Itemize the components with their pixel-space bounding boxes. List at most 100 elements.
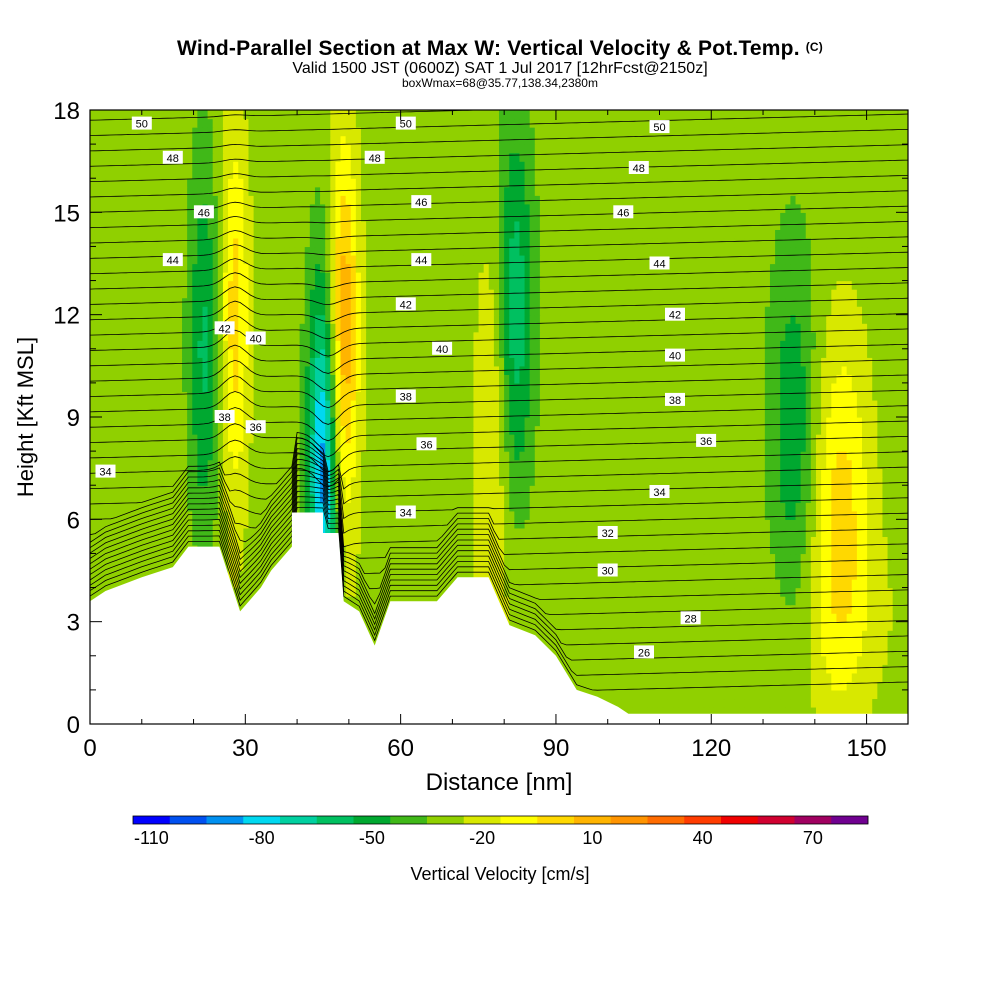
velocity-cell [585,493,592,503]
velocity-cell [381,561,388,572]
velocity-cell [539,493,546,503]
velocity-cell [580,476,587,486]
velocity-cell [631,689,638,700]
velocity-cell [565,510,572,520]
velocity-cell [677,681,684,691]
velocity-cell [529,468,536,478]
velocity-cell [437,536,444,546]
velocity-cell [872,596,878,606]
velocity-cell [228,485,234,495]
velocity-cell [749,476,756,486]
velocity-cell [647,459,653,469]
velocity-cell [105,570,112,580]
velocity-cell [713,502,720,512]
velocity-cell [764,672,771,682]
velocity-cell [545,587,551,597]
velocity-cell [892,698,899,708]
velocity-cell [867,672,873,682]
velocity-cell [279,502,285,512]
velocity-cell [734,536,740,546]
velocity-cell [233,519,239,529]
velocity-cell [243,485,250,495]
velocity-cell [637,519,643,529]
velocity-cell [667,570,674,580]
velocity-cell [851,587,858,597]
velocity-cell [821,519,827,529]
velocity-cell [861,544,868,555]
velocity-cell [570,510,577,520]
velocity-cell [248,579,255,589]
velocity-cell [744,544,751,555]
velocity-cell [422,570,429,580]
velocity-cell [688,536,694,546]
velocity-cell [677,519,684,529]
velocity-cell [846,527,853,537]
velocity-cell [877,681,884,691]
velocity-cell [769,527,776,537]
velocity-cell [125,544,132,555]
velocity-cell [217,476,224,486]
velocity-cell [621,579,628,589]
velocity-cell [754,485,761,495]
velocity-cell [637,604,643,614]
velocity-cell [795,621,802,631]
velocity-cell [723,681,730,691]
velocity-cell [729,706,735,717]
velocity-cell [815,698,822,708]
velocity-cell [897,476,904,486]
velocity-cell [867,536,873,546]
velocity-cell [754,698,761,708]
velocity-cell [759,561,766,572]
velocity-cell [703,638,710,648]
velocity-cell [90,493,96,503]
velocity-cell [432,561,439,572]
velocity-cell [897,672,904,682]
velocity-cell [493,536,500,546]
velocity-cell [504,561,510,572]
velocity-cell [769,596,776,606]
velocity-cell [821,561,827,572]
velocity-cell [263,510,270,520]
velocity-cell [677,510,684,520]
velocity-cell [437,553,444,563]
velocity-cell [580,468,587,478]
velocity-cell [187,459,193,469]
velocity-cell [647,579,653,589]
velocity-cell [258,476,265,486]
velocity-cell [769,579,776,589]
velocity-cell [672,544,679,555]
velocity-cell [396,468,403,478]
velocity-cell [831,493,838,503]
velocity-cell [769,493,776,503]
velocity-cell [545,502,551,512]
velocity-cell [299,485,306,495]
velocity-cell [815,689,822,700]
velocity-cell [815,493,822,503]
velocity-cell [565,604,572,614]
velocity-cell [841,579,848,589]
velocity-cell [468,493,475,503]
velocity-cell [355,579,362,589]
velocity-cell [667,664,674,674]
velocity-cell [805,561,812,572]
velocity-cell [371,519,377,529]
velocity-cell [667,655,674,665]
velocity-cell [340,468,347,478]
velocity-cell [708,527,715,537]
velocity-cell [867,502,873,512]
velocity-cell [662,706,669,717]
velocity-cell [141,570,147,580]
velocity-cell [136,561,142,572]
velocity-cell [703,587,710,597]
velocity-cell [161,536,168,546]
velocity-cell [882,681,889,691]
velocity-cell [775,621,781,631]
velocity-cell [647,502,653,512]
velocity-cell [458,485,464,495]
velocity-cell [483,502,490,512]
velocity-cell [882,655,889,665]
velocity-cell [902,655,908,665]
velocity-cell [156,519,163,529]
velocity-cell [212,536,219,546]
velocity-cell [151,502,158,512]
